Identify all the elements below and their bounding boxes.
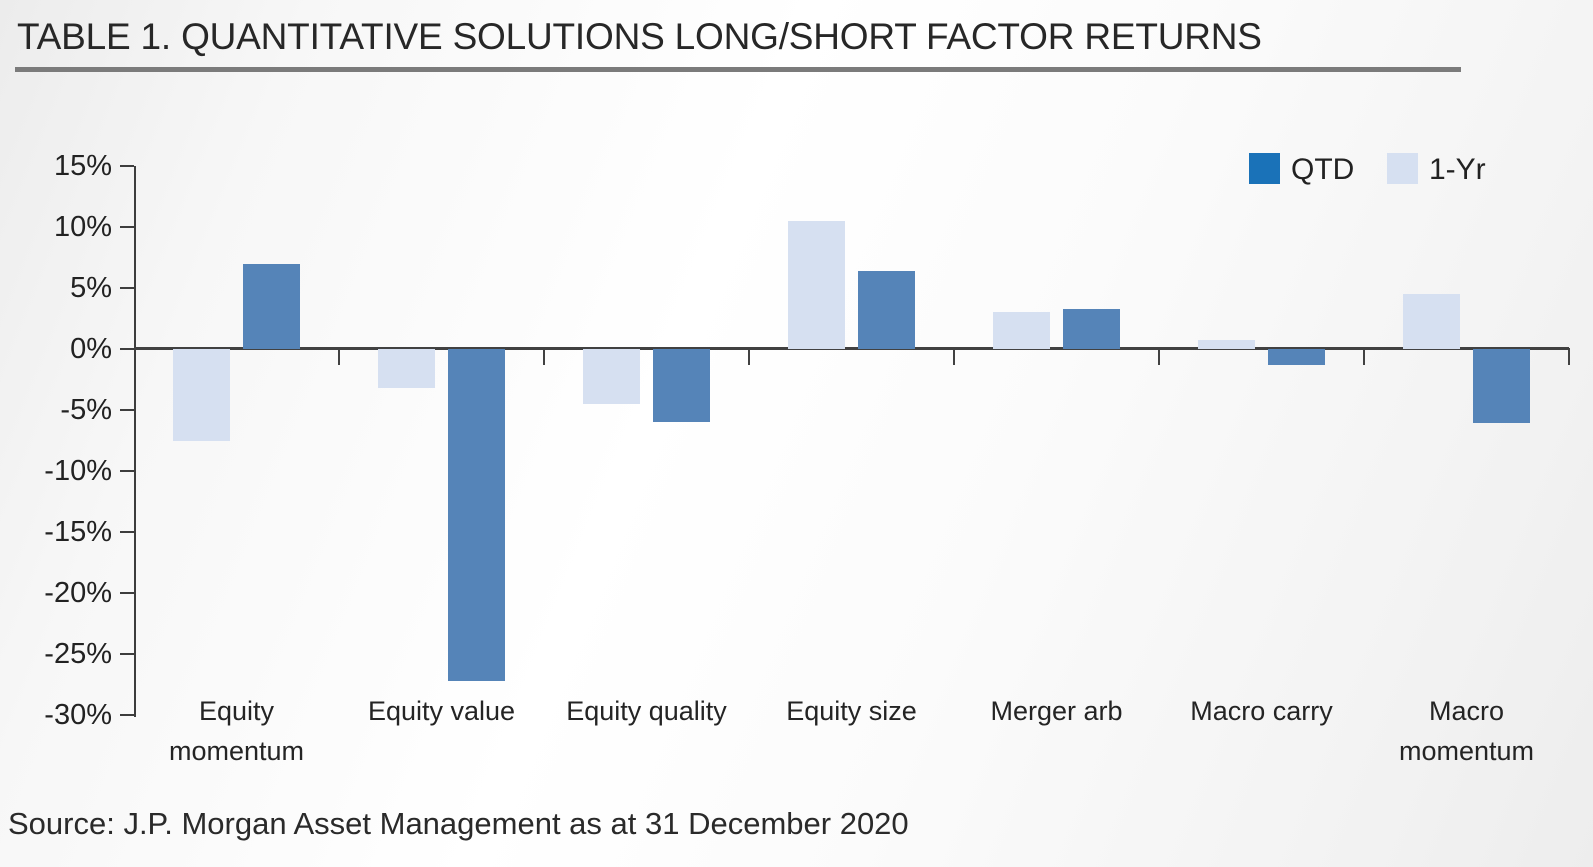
y-axis-tick--15: [120, 531, 134, 533]
y-axis-label--15: -15%: [44, 516, 112, 548]
y-axis-tick-5: [120, 287, 134, 289]
bar-qtd-merger-arb: [1063, 308, 1120, 349]
bar-qtd-equity-momentum: [243, 263, 300, 349]
y-axis-tick--30: [120, 714, 134, 716]
category-label-line: Macro carry: [1190, 696, 1333, 726]
category-label-line: Merger arb: [990, 696, 1123, 726]
y-axis-tick-15: [120, 165, 134, 167]
y-axis-tick--5: [120, 409, 134, 411]
y-axis-label--25: -25%: [44, 638, 112, 670]
x-axis-tick-5: [1158, 348, 1160, 365]
bar-qtd-equity-size: [858, 270, 915, 349]
category-label-equity-quality: Equity quality: [544, 691, 749, 731]
y-axis-label--20: -20%: [44, 577, 112, 609]
x-axis-tick-7: [1568, 348, 1570, 365]
y-axis-tick--10: [120, 470, 134, 472]
category-label-equity-size: Equity size: [749, 691, 954, 731]
legend-swatch-1yr: [1387, 153, 1418, 184]
category-label-merger-arb: Merger arb: [954, 691, 1159, 731]
x-axis-tick-3: [748, 348, 750, 365]
category-label-line: Equity value: [367, 696, 516, 726]
y-axis-label--5: -5%: [60, 394, 112, 426]
category-label-line: Macro: [1428, 696, 1504, 726]
category-label-line: Equity quality: [566, 696, 727, 726]
category-label-line: momentum: [168, 736, 305, 766]
category-label-equity-value: Equity value: [339, 691, 544, 731]
bar-1yr-equity-momentum: [173, 349, 230, 441]
bar-1yr-equity-size: [788, 220, 845, 349]
bar-qtd-equity-quality: [653, 349, 710, 423]
source-note: Source: J.P. Morgan Asset Management as …: [8, 806, 909, 841]
category-label-line: Equity: [198, 696, 275, 726]
x-axis-tick-6: [1363, 348, 1365, 365]
y-axis-label-15: 15%: [53, 150, 112, 182]
y-axis-tick-10: [120, 226, 134, 228]
bar-qtd-equity-value: [448, 349, 505, 681]
category-label-macro-carry: Macro carry: [1159, 691, 1364, 731]
y-axis-tick-0: [120, 348, 134, 350]
y-axis-line: [134, 166, 136, 717]
bar-1yr-macro-carry: [1198, 340, 1255, 349]
bar-qtd-macro-carry: [1268, 349, 1325, 365]
bar-qtd-macro-momentum: [1473, 349, 1530, 424]
x-axis-tick-2: [543, 348, 545, 365]
y-axis-tick--20: [120, 592, 134, 594]
legend-item-qtd: QTD: [1249, 153, 1354, 186]
title-underline: [15, 67, 1461, 72]
bar-1yr-equity-quality: [583, 349, 640, 404]
legend-label-1yr: 1-Yr: [1429, 153, 1486, 186]
bar-1yr-merger-arb: [993, 312, 1050, 349]
y-axis-label-0: 0%: [70, 333, 112, 365]
y-axis-tick--25: [120, 653, 134, 655]
category-label-macro-momentum: Macro momentum: [1364, 691, 1569, 771]
legend-item-1yr: 1-Yr: [1387, 153, 1486, 186]
bar-1yr-macro-momentum: [1403, 294, 1460, 349]
x-axis-tick-1: [338, 348, 340, 365]
legend-swatch-qtd: [1249, 153, 1280, 184]
x-axis-baseline: [134, 347, 1569, 350]
legend-label-qtd: QTD: [1291, 153, 1355, 186]
y-axis-label--10: -10%: [44, 455, 112, 487]
x-axis-tick-4: [953, 348, 955, 365]
y-axis-label-5: 5%: [70, 272, 112, 304]
bar-1yr-equity-value: [378, 349, 435, 389]
y-axis-label-10: 10%: [53, 211, 112, 243]
category-label-line: momentum: [1398, 736, 1535, 766]
y-axis-label--30: -30%: [44, 699, 112, 731]
category-label-equity-momentum: Equity momentum: [134, 691, 339, 771]
category-label-line: Equity size: [786, 696, 917, 726]
chart-title: TABLE 1. QUANTITATIVE SOLUTIONS LONG/SHO…: [17, 16, 1262, 57]
